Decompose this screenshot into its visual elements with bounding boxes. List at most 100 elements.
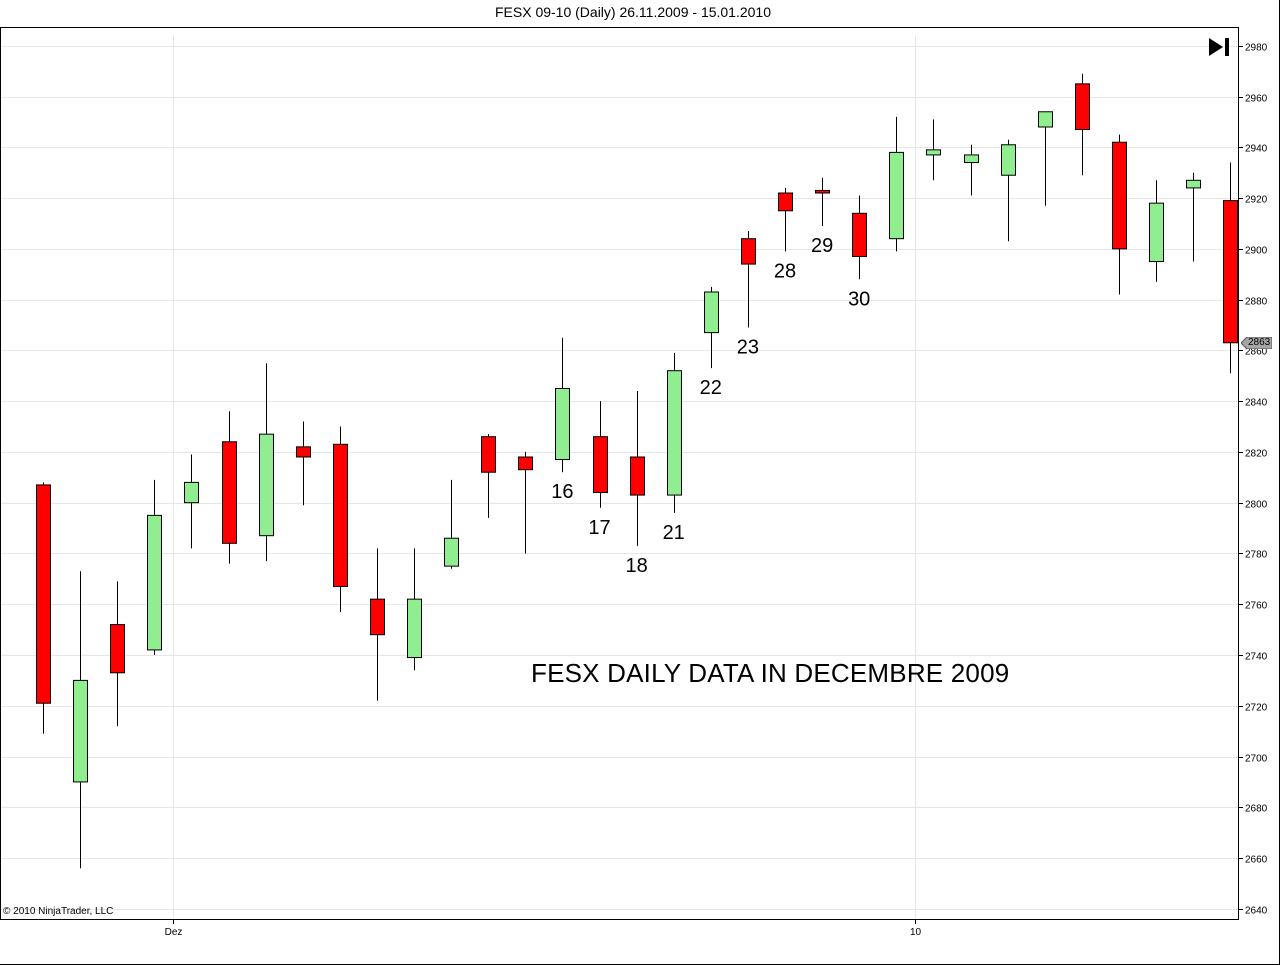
y-tick-label: 2980: [1245, 43, 1268, 54]
y-tick-label: 2920: [1245, 195, 1268, 206]
candle-body-down: [741, 238, 756, 265]
candle: [333, 426, 348, 612]
last-price-marker: 2863: [1241, 336, 1272, 349]
candle-body-up: [407, 598, 422, 659]
x-tick-label: Dez: [165, 927, 183, 938]
candle: [852, 195, 867, 280]
x-axis: Dez 10: [165, 919, 922, 938]
y-tick-label: 2780: [1245, 550, 1268, 561]
candle: [667, 352, 682, 513]
candle: [964, 144, 979, 196]
day-label: 23: [737, 337, 759, 359]
y-tick-label: 2680: [1245, 804, 1268, 815]
candle-body-down: [852, 212, 867, 257]
chart-annotation: FESX DAILY DATA IN DECEMBRE 2009: [531, 658, 1010, 688]
y-tick-label: 2900: [1245, 246, 1268, 257]
candle: [704, 286, 719, 369]
candle-body-up: [926, 149, 941, 156]
day-label: 16: [551, 481, 573, 503]
candle-body-up: [147, 514, 162, 651]
y-tick-label: 2880: [1245, 297, 1268, 308]
candle: [815, 177, 830, 226]
y-tick-label: 2740: [1245, 652, 1268, 663]
candle-body-down: [778, 192, 793, 212]
day-label: 30: [848, 288, 870, 310]
candle-body-up: [1149, 202, 1164, 263]
candle: [296, 421, 311, 506]
candle-body-down: [518, 456, 533, 471]
y-tick-label: 2640: [1245, 906, 1268, 917]
candle-body-up: [259, 433, 274, 537]
candle: [1075, 73, 1090, 176]
candle-body-up: [964, 154, 979, 164]
y-tick-label: 2940: [1245, 144, 1268, 155]
candle-body-up: [73, 679, 88, 783]
candle-body-up: [704, 291, 719, 334]
candle: [778, 187, 793, 252]
candle: [222, 411, 237, 564]
candle: [1112, 134, 1127, 295]
candle: [889, 116, 904, 252]
day-label: 17: [588, 517, 610, 539]
last-price-label: 2863: [1248, 336, 1271, 348]
candle: [184, 454, 199, 549]
day-label: 22: [700, 377, 722, 399]
candle: [110, 581, 125, 727]
y-tick-label: 2820: [1245, 449, 1268, 460]
candle-body-down: [36, 484, 51, 704]
candle: [926, 119, 941, 181]
day-labels: 16 17 18 21 22 23 28 29 30: [551, 235, 870, 577]
candle: [1186, 172, 1201, 262]
day-label: 29: [811, 235, 833, 257]
candle-body-up: [1001, 144, 1016, 176]
candle: [147, 479, 162, 655]
day-label: 28: [774, 260, 796, 282]
chart-title: FESX 09-10 (Daily) 26.11.2009 - 15.01.20…: [494, 4, 772, 20]
candle-body-up: [667, 370, 682, 496]
candle-body-down: [333, 443, 348, 587]
y-tick-label: 2700: [1245, 754, 1268, 765]
y-axis: 2640 2660 2680 2700 2720 2740 2760 2780 2800 2820…: [1238, 43, 1268, 917]
plot-area-border: [0, 27, 1239, 920]
candle: [630, 391, 645, 546]
candle: [518, 451, 533, 554]
candle: [593, 401, 608, 508]
candle-body-down: [593, 436, 608, 494]
day-label: 21: [663, 522, 685, 544]
y-tick-label: 2720: [1245, 703, 1268, 714]
candle-body-down: [1223, 200, 1238, 344]
candle-body-up: [1038, 111, 1053, 128]
candle: [1038, 111, 1053, 206]
y-tick-label: 2960: [1245, 94, 1268, 105]
candle: [1001, 139, 1016, 242]
candle-body-up: [889, 151, 904, 240]
candle-body-up: [444, 537, 459, 567]
y-tick-label: 2800: [1245, 500, 1268, 511]
candle: [555, 337, 570, 473]
candle: [370, 548, 385, 701]
y-tick-label: 2660: [1245, 855, 1268, 866]
candle-body-up: [1186, 179, 1201, 189]
candle: [259, 363, 274, 562]
candle-body-down: [370, 598, 385, 636]
candle: [741, 231, 756, 328]
candle: [1149, 180, 1164, 282]
x-tick-label: 10: [910, 927, 922, 938]
copyright-notice: © 2010 NinjaTrader, LLC: [3, 906, 114, 917]
candle-body-down: [222, 441, 237, 544]
candle-body-down: [296, 446, 311, 458]
skip-to-end-icon[interactable]: [1207, 36, 1231, 58]
candle: [73, 571, 88, 869]
candle: [1223, 162, 1238, 374]
candle: [407, 548, 422, 671]
y-tick-label: 2840: [1245, 398, 1268, 409]
candle-body-down: [815, 189, 830, 194]
candle-body-down: [110, 624, 125, 674]
y-tick-label: 2860: [1245, 347, 1268, 358]
candle: [481, 434, 496, 518]
grid-lines: [1, 36, 1238, 919]
candle: [444, 479, 459, 569]
candles: [36, 73, 1238, 869]
candle: [36, 482, 51, 734]
